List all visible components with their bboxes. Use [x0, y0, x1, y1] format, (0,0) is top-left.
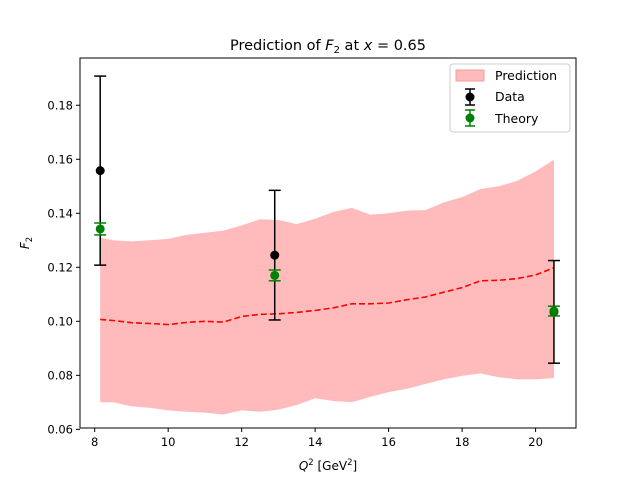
theory-point — [268, 269, 281, 282]
prediction-band — [100, 159, 554, 415]
legend-prediction-swatch — [455, 69, 485, 82]
x-tick-label: 16 — [381, 435, 396, 449]
y-tick-label: 0.06 — [47, 422, 73, 436]
x-tick-label: 12 — [234, 435, 249, 449]
data-point — [268, 189, 281, 321]
x-tick-label: 18 — [455, 435, 470, 449]
x-tick-label: 20 — [528, 435, 543, 449]
theory-marker — [95, 224, 105, 234]
plot-frame — [79, 57, 577, 429]
legend-data-marker — [465, 88, 475, 106]
legend-data-label: Data — [495, 89, 525, 104]
plot-area — [94, 75, 560, 415]
y-tick-label: 0.10 — [47, 314, 73, 328]
data-point — [94, 75, 107, 266]
theory-marker — [549, 306, 559, 316]
y-tick-label: 0.18 — [47, 98, 73, 112]
x-axis: 8 10 12 14 16 18 20 — [91, 428, 543, 449]
x-tick-label: 10 — [161, 435, 176, 449]
theory-marker — [270, 270, 280, 280]
theory-point — [94, 222, 107, 236]
y-axis: 0.06 0.08 0.10 0.12 0.14 0.16 0.18 — [47, 98, 80, 436]
x-axis-label: Q2 [GeV2] — [299, 458, 357, 473]
y-tick-label: 0.16 — [47, 152, 73, 166]
x-tick-label: 8 — [91, 435, 98, 449]
legend-theory-label: Theory — [494, 111, 539, 126]
prediction-line — [100, 267, 555, 326]
data-marker — [270, 250, 280, 260]
y-tick-label: 0.12 — [47, 260, 73, 274]
y-tick-label: 0.14 — [47, 206, 73, 220]
y-axis-label: F2 — [18, 237, 35, 249]
legend-prediction-label: Prediction — [495, 68, 557, 83]
chart-title: Prediction of F2 at x = 0.65 — [230, 38, 426, 56]
theory-point — [547, 305, 560, 317]
x-tick-label: 14 — [308, 435, 323, 449]
legend: Prediction Data Theory — [449, 63, 571, 133]
legend-theory-marker — [465, 109, 475, 127]
y-tick-label: 0.08 — [47, 368, 73, 382]
data-marker — [95, 166, 105, 176]
